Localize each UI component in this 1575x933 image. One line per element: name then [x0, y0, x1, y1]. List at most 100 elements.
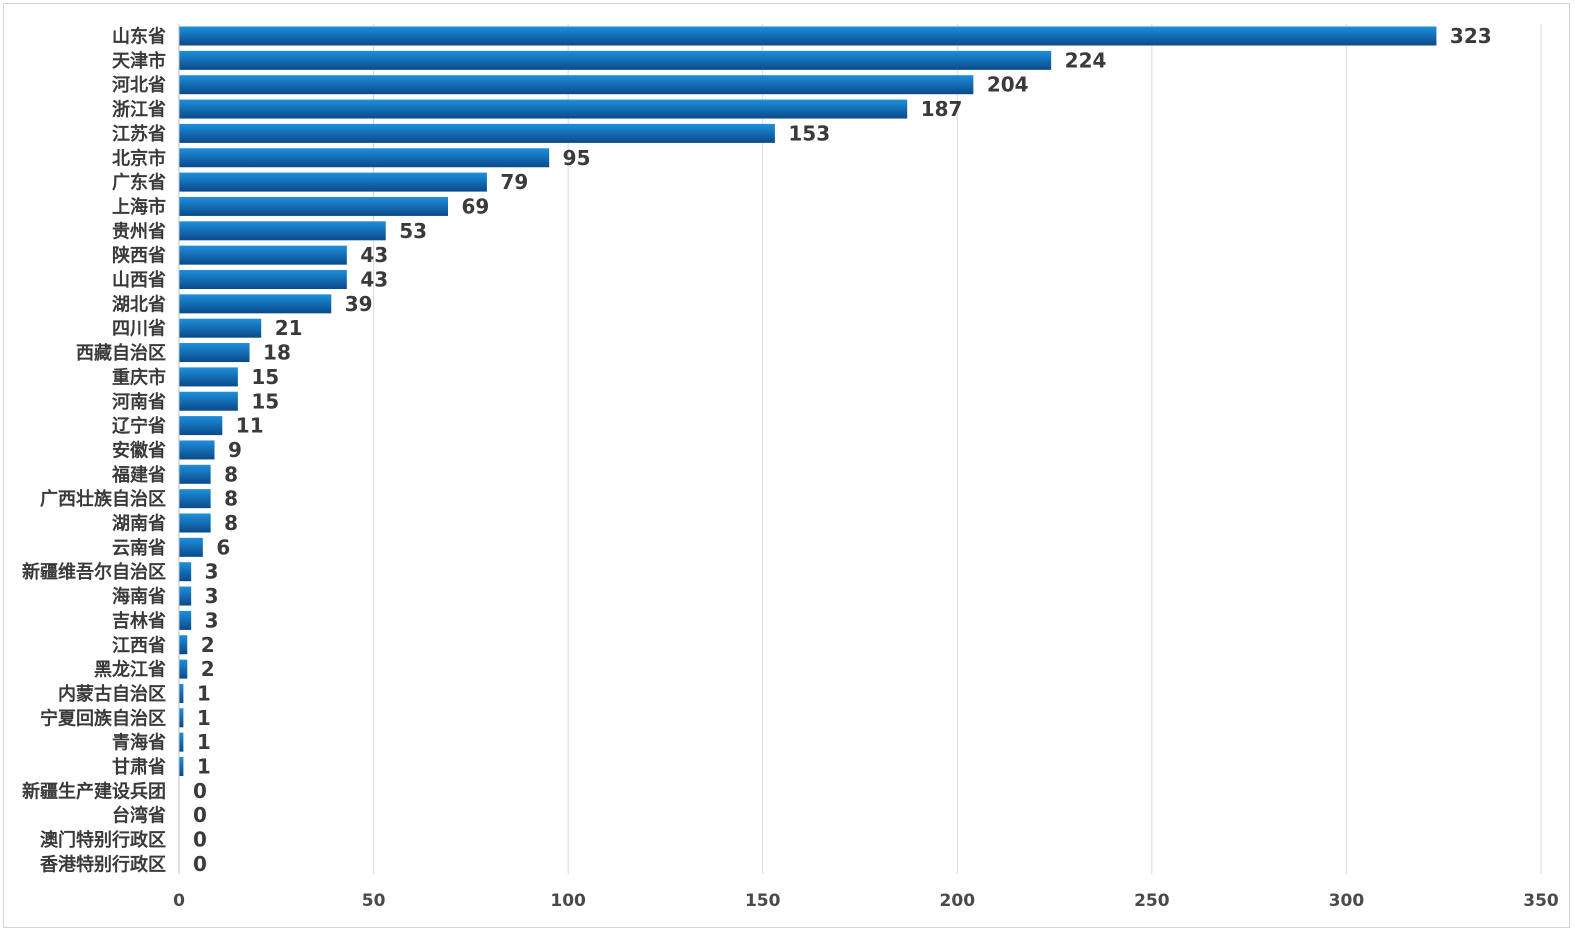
category-label: 新疆生产建设兵团 [22, 780, 166, 802]
category-label: 广西壮族自治区 [40, 488, 166, 510]
data-label: 153 [788, 121, 830, 145]
bar [179, 586, 192, 606]
category-label: 上海市 [112, 196, 166, 218]
data-label: 2 [201, 633, 215, 657]
category-label: 黑龙江省 [94, 659, 166, 681]
category-label: 重庆市 [112, 366, 166, 388]
bar [179, 50, 1052, 70]
data-label: 21 [275, 316, 303, 340]
x-axis-tick-labels: 0 50 100 150 200 250 300 350 [173, 891, 1559, 911]
data-label: 0 [193, 852, 207, 876]
data-label: 18 [263, 341, 291, 365]
category-label: 四川省 [112, 318, 166, 340]
data-label: 3 [205, 608, 219, 632]
category-label: 山西省 [112, 269, 166, 291]
bar [179, 367, 238, 387]
data-label: 1 [197, 681, 211, 705]
data-label: 0 [193, 779, 207, 803]
category-label: 香港特别行政区 [39, 853, 166, 875]
category-label: 湖北省 [112, 293, 166, 315]
data-label: 0 [193, 828, 207, 852]
bar [179, 683, 184, 703]
data-label: 6 [216, 535, 230, 559]
data-label: 8 [224, 511, 238, 535]
category-label: 江苏省 [112, 123, 166, 145]
bar [179, 294, 332, 314]
category-label: 福建省 [111, 464, 166, 486]
data-label: 11 [236, 414, 264, 438]
data-label: 204 [987, 73, 1029, 97]
bar [179, 391, 238, 411]
data-label: 53 [399, 219, 427, 243]
category-label: 浙江省 [112, 99, 166, 121]
bar [179, 732, 184, 752]
data-label: 15 [251, 365, 279, 389]
bar [179, 172, 487, 192]
bar [179, 610, 192, 630]
bar [179, 659, 188, 679]
data-label: 1 [197, 706, 211, 730]
category-label: 辽宁省 [112, 415, 166, 437]
category-label: 江西省 [112, 634, 166, 656]
category-label: 云南省 [112, 537, 166, 559]
category-labels: 山东省天津市河北省浙江省江苏省北京市广东省上海市贵州省陕西省山西省湖北省四川省西… [22, 26, 166, 876]
data-label: 95 [563, 146, 591, 170]
data-label: 43 [360, 268, 388, 292]
bar [179, 270, 347, 289]
data-label: 15 [251, 389, 279, 413]
category-label: 广东省 [112, 172, 166, 194]
bar [179, 489, 211, 509]
bar [179, 343, 250, 363]
bar [179, 537, 203, 557]
bar [179, 123, 775, 143]
data-label: 9 [228, 438, 242, 462]
category-label: 宁夏回族自治区 [40, 707, 166, 729]
data-label: 323 [1450, 24, 1492, 48]
bar [179, 440, 215, 460]
bar [179, 26, 1437, 46]
x-tick-label: 0 [173, 891, 185, 911]
category-label: 甘肃省 [112, 756, 166, 778]
bar [179, 148, 550, 168]
category-label: 天津市 [112, 50, 166, 72]
category-label: 青海省 [112, 732, 166, 754]
x-tick-label: 200 [940, 891, 976, 911]
bar [179, 196, 449, 216]
bar [179, 99, 908, 119]
x-tick-label: 350 [1523, 891, 1559, 911]
category-label: 新疆维吾尔自治区 [22, 561, 166, 583]
bar [179, 245, 347, 265]
category-label: 台湾省 [112, 805, 166, 827]
category-label: 吉林省 [112, 610, 166, 632]
bar [179, 708, 184, 728]
data-label: 1 [197, 730, 211, 754]
data-label: 2 [201, 657, 215, 681]
category-label: 湖南省 [112, 513, 166, 535]
category-label: 北京市 [112, 147, 166, 169]
bar [179, 464, 211, 484]
bar [179, 513, 211, 533]
data-label: 69 [462, 194, 490, 218]
bar-chart: 山东省天津市河北省浙江省江苏省北京市广东省上海市贵州省陕西省山西省湖北省四川省西… [22, 24, 1559, 911]
category-label: 贵州省 [112, 220, 166, 242]
chart-frame: 山东省 天津市 河北省 浙江省 江苏省 北京市 广东省 上海市 贵州省 陕西省 山西省 湖北省 四川省西… [3, 3, 1570, 928]
x-tick-label: 250 [1134, 891, 1170, 911]
bar [179, 757, 184, 776]
data-label: 0 [193, 803, 207, 827]
data-label: 39 [345, 292, 373, 316]
category-label: 河北省 [112, 74, 166, 96]
x-tick-label: 50 [362, 891, 386, 911]
x-tick-label: 150 [745, 891, 781, 911]
bar [179, 318, 262, 338]
bar [179, 416, 223, 436]
x-tick-label: 300 [1329, 891, 1365, 911]
data-label: 79 [500, 170, 528, 194]
data-label: 3 [205, 560, 219, 584]
bar [179, 75, 974, 95]
data-label: 8 [224, 462, 238, 486]
category-label: 河南省 [112, 391, 166, 413]
data-label: 224 [1065, 48, 1107, 72]
data-label: 3 [205, 584, 219, 608]
data-label: 8 [224, 487, 238, 511]
data-label: 187 [921, 97, 963, 121]
